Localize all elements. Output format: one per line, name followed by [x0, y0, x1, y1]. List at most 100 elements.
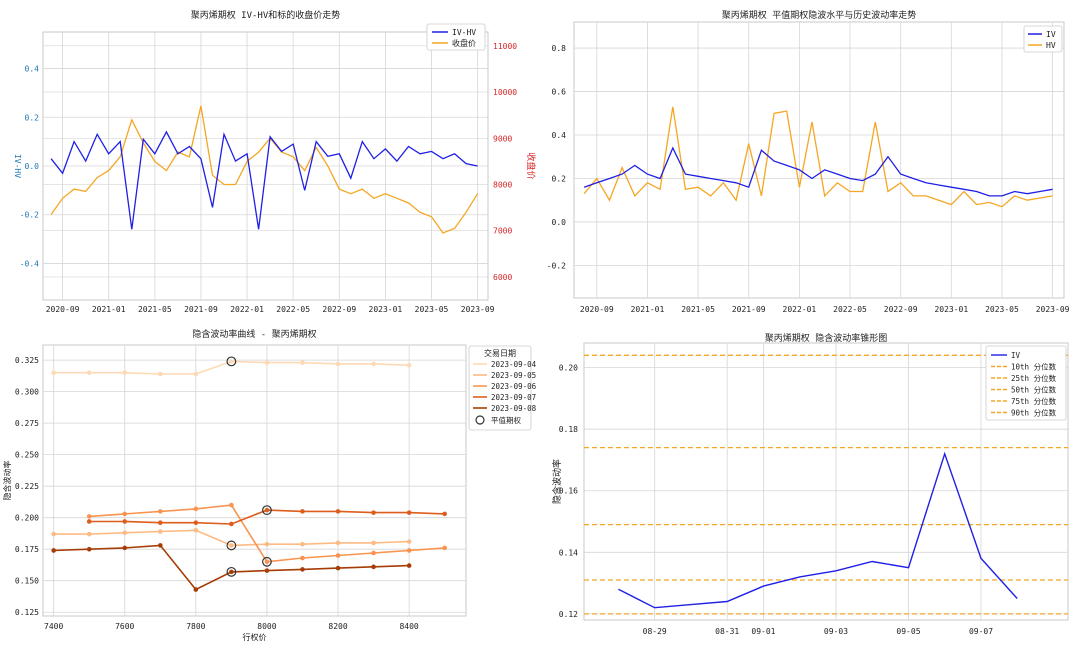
legend-label: IV [1011, 351, 1021, 360]
data-point [158, 543, 163, 548]
y-tick-label: 0.175 [15, 545, 39, 554]
legend: IV HV [1023, 25, 1063, 53]
atm-marker [226, 356, 237, 367]
x-tick-label: 7400 [44, 622, 63, 631]
series-line-iv [618, 451, 1018, 609]
data-point [371, 564, 376, 570]
legend-label: 75th 分位数 [1011, 396, 1057, 406]
x-tick-label: 08-31 [715, 627, 739, 636]
x-tick-label: 2022-09 [322, 305, 356, 314]
data-point [335, 540, 341, 546]
data-point [193, 520, 199, 526]
legend-title: 交易日期 [484, 348, 516, 358]
y-tick-label: 0.8 [552, 44, 567, 53]
data-point [86, 546, 92, 552]
legend-label: IV-HV [452, 28, 476, 37]
chart-title: 聚丙烯期权 隐含波动率锥形图 [765, 332, 887, 344]
x-tick-label: 7600 [115, 622, 134, 631]
data-point [158, 509, 163, 514]
data-point [442, 545, 447, 551]
y-tick-label-right: 11000 [493, 42, 517, 51]
y-tick-label: 0.225 [15, 482, 39, 491]
x-tick-label: 2021-05 [138, 305, 172, 314]
data-point [158, 529, 163, 534]
legend-label: HV [1046, 41, 1056, 50]
legend-label: IV [1046, 30, 1056, 39]
data-point [335, 553, 341, 558]
data-point [406, 563, 412, 568]
atm-marker [262, 556, 272, 567]
y-tick-label-right: 10000 [493, 88, 517, 97]
data-point [193, 587, 199, 592]
atm-marker [226, 566, 237, 577]
y-tick-label: 0.14 [559, 548, 578, 557]
data-point [229, 569, 234, 575]
series-line-iv-hv [50, 130, 478, 230]
series-line-iv [583, 146, 1053, 197]
y-tick-label: 0.12 [559, 610, 578, 619]
chart-iv-vs-hv: 2020-09 2021-01 2021-05 2021-09 2022-01 2022-… [547, 9, 1070, 314]
y-tick-label: 0.325 [15, 356, 39, 365]
data-point [193, 506, 199, 512]
x-tick-label: 2021-09 [184, 305, 218, 314]
data-point [51, 531, 56, 537]
x-tick-label: 2023-05 [985, 305, 1019, 314]
chart-title: 聚丙烯期权 平值期权隐波水平与历史波动率走势 [722, 9, 916, 21]
data-point [264, 541, 270, 547]
x-tick-label: 2023-09 [461, 305, 495, 314]
x-tick-label: 2021-01 [631, 305, 665, 314]
chart-iv-cone: 08-29 08-31 09-01 09-03 09-05 09-07 0.12 0.14 0.… [551, 332, 1069, 636]
y-tick-label: 0.20 [559, 364, 578, 373]
x-tick-label: 2023-01 [369, 305, 403, 314]
chart-title: 聚丙烯期权 IV-HV和标的收盘价走势 [191, 9, 341, 21]
y-tick-label-left: -0.4 [20, 259, 39, 268]
legend-box [1023, 25, 1063, 53]
legend-label: 2023-09-07 [491, 393, 536, 402]
y-tick-label: 0.16 [559, 487, 578, 496]
x-tick-label: 2022-01 [783, 305, 817, 314]
data-point [86, 531, 92, 537]
x-tick-label: 8000 [257, 622, 276, 631]
legend-label: 平值期权 [491, 415, 521, 425]
data-point [122, 511, 128, 517]
data-point [86, 514, 92, 519]
x-tick-label: 09-05 [896, 627, 920, 636]
data-point [122, 370, 128, 376]
data-point [229, 502, 234, 508]
legend-label: 90th 分位数 [1011, 408, 1057, 418]
data-point [264, 568, 270, 573]
x-tick-label: 2023-09 [1036, 305, 1070, 314]
chart-iv-smile: 7400 7600 7800 8000 8200 8400 0.125 0.150 0.175 0… [2, 328, 537, 642]
data-point [406, 510, 412, 515]
data-point [406, 539, 412, 544]
series-line-close [50, 105, 479, 234]
x-tick-label: 8400 [399, 622, 418, 631]
data-point [300, 360, 305, 365]
legend-swatch-atm [475, 415, 485, 425]
data-point [300, 555, 305, 561]
y-tick-label: 0.18 [559, 425, 578, 434]
x-tick-label: 2021-01 [92, 305, 126, 314]
y-tick-label-right: 6000 [493, 273, 512, 282]
data-point [86, 370, 92, 376]
data-point [51, 548, 56, 553]
series-line-hv [583, 106, 1053, 208]
y-tick-label: 0.6 [552, 88, 567, 97]
data-point [122, 545, 128, 551]
data-point [193, 371, 199, 377]
data-point [371, 510, 376, 515]
x-tick-label: 09-01 [751, 627, 775, 636]
data-point [122, 519, 128, 524]
y-tick-label-left: 0.4 [25, 65, 40, 74]
legend-label: 2023-09-06 [491, 382, 537, 391]
legend-label: 2023-09-04 [491, 360, 537, 369]
chart-title: 隐含波动率曲线 - 聚丙烯期权 [192, 328, 316, 340]
data-point [300, 541, 305, 547]
data-point [193, 527, 199, 533]
x-tick-label: 08-29 [643, 627, 667, 636]
y-tick-label: -0.2 [547, 261, 566, 270]
legend: 交易日期 2023-09-04 2023-09-05 2023-09-06 2023-0… [468, 345, 537, 431]
